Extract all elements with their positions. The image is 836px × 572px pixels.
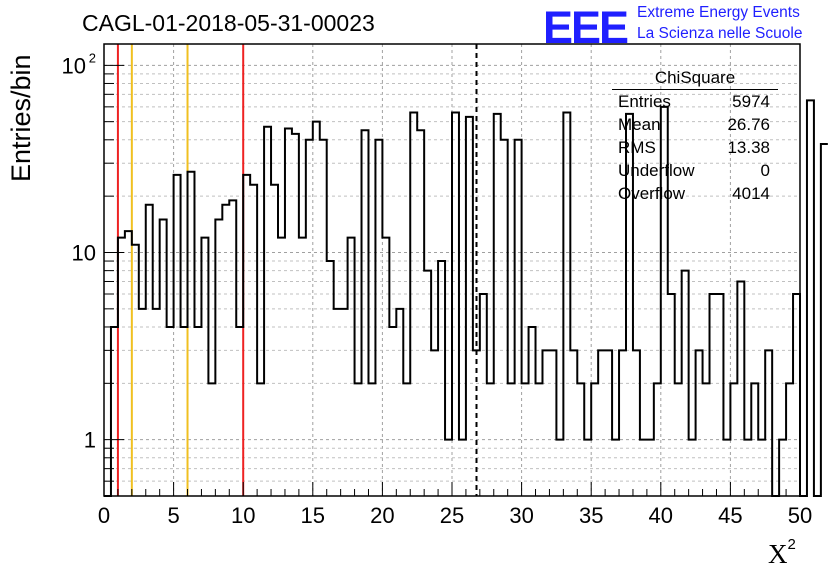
stats-row-overflow: Overflow 4014: [612, 182, 778, 205]
stats-value: 26.76: [727, 115, 770, 134]
stats-value: 4014: [732, 184, 770, 203]
stats-label: Entries: [618, 92, 671, 111]
stats-row-mean: Mean 26.76: [612, 113, 778, 136]
eee-logo: EEE: [543, 2, 629, 53]
x-tick-label: 25: [440, 503, 464, 528]
x-axis-label: X2: [768, 536, 796, 570]
x-tick-label: 15: [301, 503, 325, 528]
stats-row-entries: Entries 5974: [612, 90, 778, 113]
y-tick-label: 1: [84, 428, 96, 453]
x-tick-label: 5: [167, 503, 179, 528]
page-title: CAGL-01-2018-05-31-00023: [82, 10, 375, 36]
x-tick-label: 30: [509, 503, 533, 528]
x-axis-label-base: X: [768, 539, 788, 569]
x-tick-label: 40: [649, 503, 673, 528]
y-tick-label: 10: [72, 240, 96, 265]
x-tick-label: 50: [788, 503, 812, 528]
logo-line-1: Extreme Energy Events: [637, 4, 800, 21]
stats-label: RMS: [618, 138, 656, 157]
x-tick-label: 45: [718, 503, 742, 528]
stats-value: 0: [760, 161, 770, 180]
x-axis-label-exponent: 2: [787, 536, 796, 553]
stats-box: ChiSquare Entries 5974 Mean 26.76 RMS 13.38…: [612, 68, 778, 205]
stats-value: 5974: [732, 92, 770, 111]
x-tick-label: 35: [579, 503, 603, 528]
y-axis-label: Entries/bin: [6, 54, 36, 182]
x-tick-label: 10: [231, 503, 255, 528]
histogram-line: [104, 99, 828, 497]
stats-label: Overflow: [618, 184, 686, 203]
stats-label: Mean: [618, 115, 661, 134]
y-tick-label: 10: [62, 53, 86, 78]
stats-label: Underflow: [618, 161, 695, 180]
stats-row-rms: RMS 13.38: [612, 136, 778, 159]
y-tick-label-exponent: 2: [89, 50, 96, 65]
x-tick-label: 20: [370, 503, 394, 528]
stats-value: 13.38: [727, 138, 770, 157]
stats-row-underflow: Underflow 0: [612, 159, 778, 182]
logo-line-2: La Scienza nelle Scuole: [637, 25, 803, 42]
stats-title: ChiSquare: [612, 68, 778, 90]
eee-logo-text: Extreme Energy Events La Scienza nelle S…: [637, 2, 802, 44]
x-tick-label: 0: [98, 503, 110, 528]
